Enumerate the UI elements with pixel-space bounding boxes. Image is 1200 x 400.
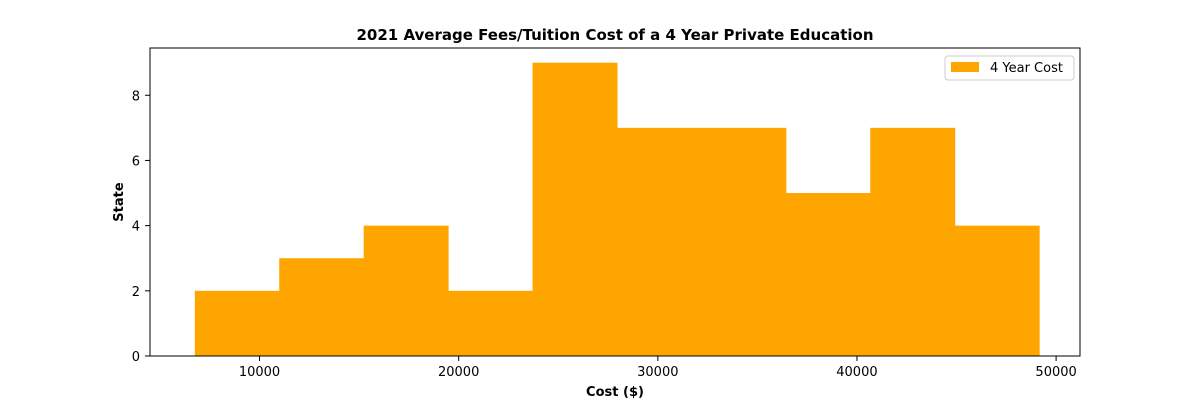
- plot-frame: [149, 47, 1081, 357]
- legend: 4 Year Cost: [944, 55, 1075, 81]
- x-tick-label: 50000: [1035, 365, 1076, 380]
- x-tick-label: 10000: [239, 365, 280, 380]
- histogram-bar: [616, 127, 702, 356]
- histogram-bar: [448, 290, 534, 356]
- histogram-bar: [785, 193, 871, 356]
- histogram-bar: [701, 127, 787, 356]
- x-tick-label: 40000: [836, 365, 877, 380]
- x-tick-label: 30000: [637, 365, 678, 380]
- histogram-bar: [194, 290, 280, 356]
- histogram-bar: [279, 258, 365, 356]
- histogram-bar: [363, 225, 449, 356]
- histogram-bar: [954, 225, 1040, 356]
- histogram-bar: [870, 127, 956, 356]
- y-tick-label: 2: [132, 285, 140, 300]
- y-axis-label: State: [112, 182, 127, 222]
- legend-swatch: [951, 62, 979, 72]
- y-tick-label: 4: [132, 220, 140, 235]
- legend-label: 4 Year Cost: [990, 61, 1063, 76]
- y-tick-label: 8: [132, 89, 140, 104]
- x-axis-label: Cost ($): [586, 385, 644, 400]
- y-axis: 0 2 4 6 8: [132, 89, 150, 365]
- y-tick-label: 0: [132, 350, 140, 365]
- y-tick-label: 6: [132, 154, 140, 169]
- chart-title: 2021 Average Fees/Tuition Cost of a 4 Ye…: [356, 26, 873, 44]
- bars-group: [194, 62, 1040, 357]
- x-axis: 10000 20000 30000 40000 50000: [239, 356, 1077, 380]
- x-tick-label: 20000: [438, 365, 479, 380]
- histogram-bar: [532, 62, 618, 357]
